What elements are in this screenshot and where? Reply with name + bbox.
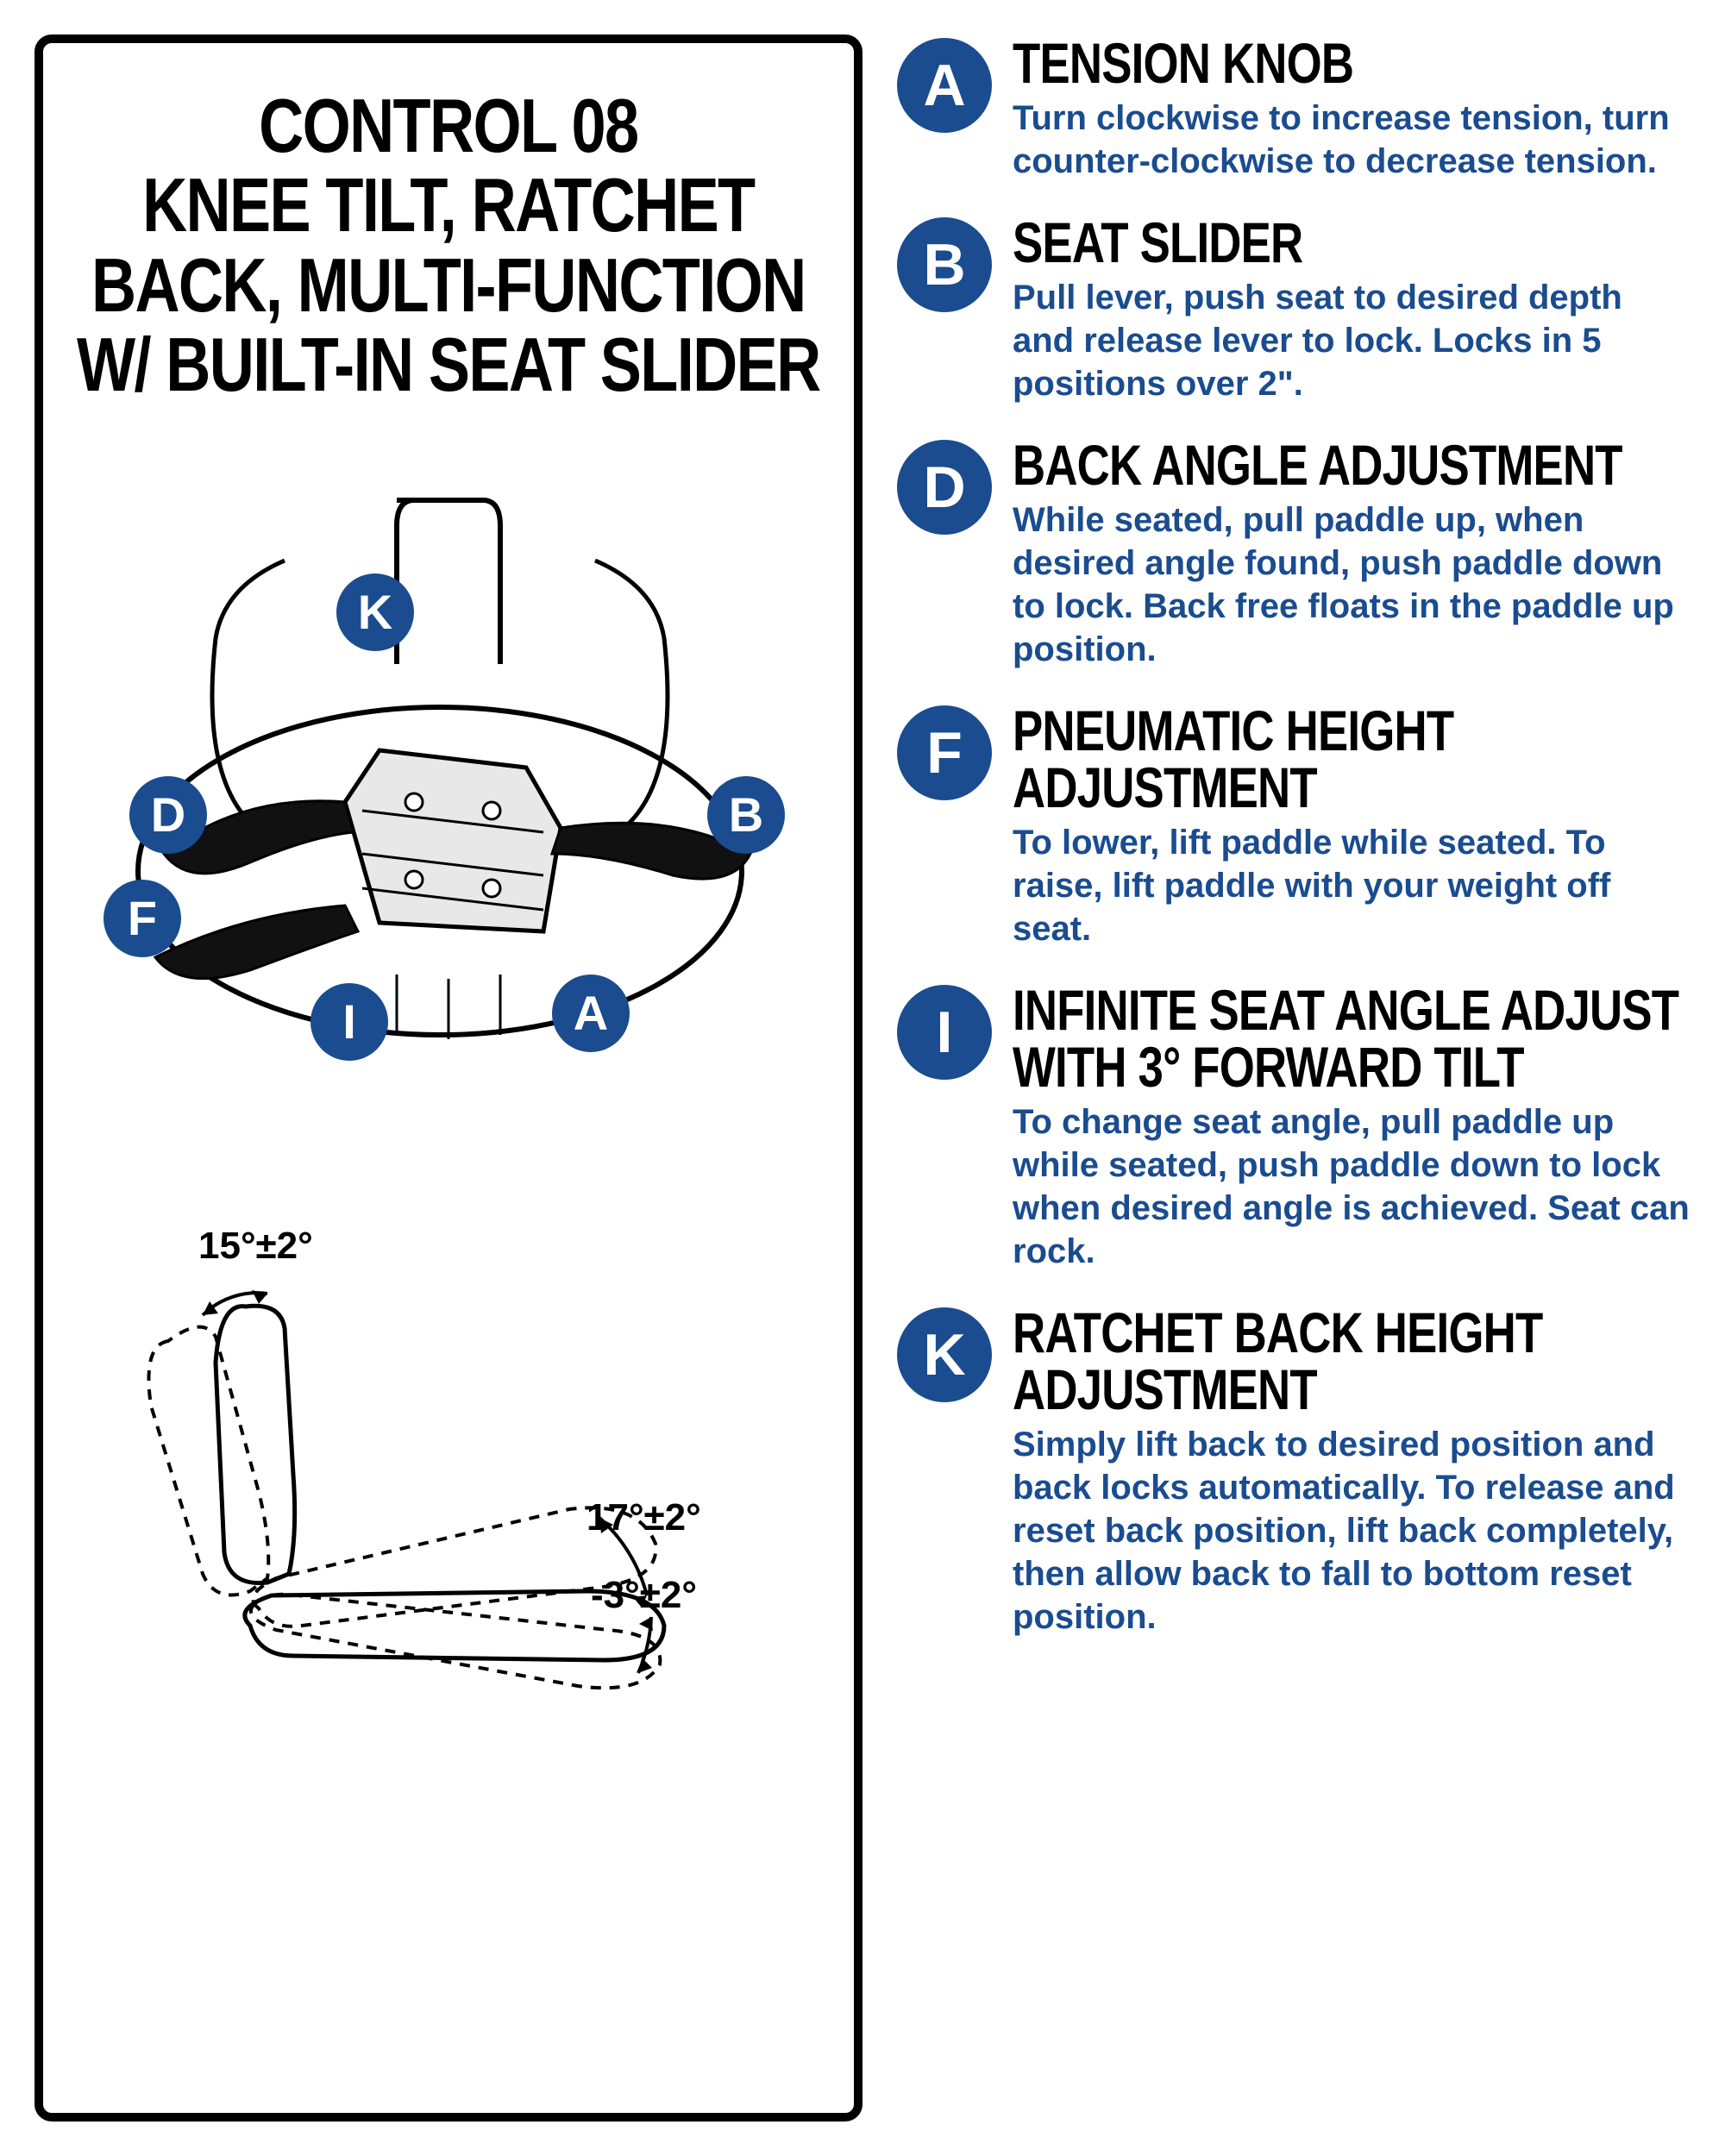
angle-label-back: 15°±2°: [198, 1225, 313, 1268]
callout-i: I: [310, 983, 388, 1061]
item-badge-a: A: [897, 38, 992, 133]
angle-diagram: 15°±2° 17°±2° -3°±2°: [121, 1233, 724, 1716]
item-body: INFINITE SEAT ANGLE ADJUST WITH 3° FORWA…: [1013, 981, 1690, 1273]
item-heading: TENSION KNOB: [1013, 34, 1690, 91]
item-heading: INFINITE SEAT ANGLE ADJUST WITH 3° FORWA…: [1013, 981, 1690, 1095]
item-badge-k: K: [897, 1307, 992, 1402]
main-title: CONTROL 08 KNEE TILT, RATCHET BACK, MULT…: [69, 86, 828, 405]
item-heading: PNEUMATIC HEIGHT ADJUSTMENT: [1013, 702, 1690, 816]
item-heading: RATCHET BACK HEIGHT ADJUSTMENT: [1013, 1304, 1690, 1418]
right-panel: A TENSION KNOB Turn clockwise to increase …: [862, 34, 1690, 2122]
angle-label-seat-down: -3°±2°: [591, 1574, 697, 1617]
callout-k: K: [336, 573, 414, 651]
item-heading: BACK ANGLE ADJUSTMENT: [1013, 436, 1690, 493]
callout-f: F: [104, 880, 181, 957]
item-desc: Turn clockwise to increase tension, turn…: [1013, 97, 1690, 183]
item-k: KRATCHET BACK HEIGHT ADJUSTMENTSimply li…: [897, 1304, 1690, 1639]
item-heading: SEAT SLIDER: [1013, 214, 1690, 271]
item-body: SEAT SLIDERPull lever, push seat to desi…: [1013, 214, 1690, 405]
item-desc: To lower, lift paddle while seated. To r…: [1013, 821, 1690, 950]
item-body: BACK ANGLE ADJUSTMENTWhile seated, pull …: [1013, 436, 1690, 671]
item-d: DBACK ANGLE ADJUSTMENTWhile seated, pull…: [897, 436, 1690, 671]
item-desc: Pull lever, push seat to desired depth a…: [1013, 276, 1690, 405]
title-line-2: KNEE TILT, RATCHET: [69, 166, 828, 245]
item-b: BSEAT SLIDERPull lever, push seat to des…: [897, 214, 1690, 405]
item-a: A TENSION KNOB Turn clockwise to increase …: [897, 34, 1690, 183]
title-line-3: BACK, MULTI-FUNCTION: [69, 246, 828, 325]
item-badge-i: I: [897, 985, 992, 1080]
item-f: FPNEUMATIC HEIGHT ADJUSTMENTTo lower, li…: [897, 702, 1690, 950]
item-desc: Simply lift back to desired position and…: [1013, 1423, 1690, 1639]
title-line-4: W/ BUILT-IN SEAT SLIDER: [69, 325, 828, 404]
item-body: PNEUMATIC HEIGHT ADJUSTMENTTo lower, lif…: [1013, 702, 1690, 950]
left-panel: CONTROL 08 KNEE TILT, RATCHET BACK, MULT…: [34, 34, 862, 2122]
item-desc: To change seat angle, pull paddle up whi…: [1013, 1100, 1690, 1273]
item-badge-d: D: [897, 440, 992, 535]
item-desc: While seated, pull paddle up, when desir…: [1013, 498, 1690, 671]
angle-label-seat-up: 17°±2°: [586, 1496, 701, 1539]
item-badge-f: F: [897, 705, 992, 800]
mechanism-diagram: K D B F I A: [69, 492, 828, 1112]
title-line-1: CONTROL 08: [69, 86, 828, 166]
item-badge-b: B: [897, 217, 992, 312]
angle-svg: [121, 1233, 724, 1716]
callout-b: B: [707, 776, 785, 854]
item-i: IINFINITE SEAT ANGLE ADJUST WITH 3° FORW…: [897, 981, 1690, 1273]
callout-a: A: [552, 975, 630, 1052]
callout-d: D: [129, 776, 207, 854]
item-body: TENSION KNOB Turn clockwise to increase t…: [1013, 34, 1690, 183]
item-body: RATCHET BACK HEIGHT ADJUSTMENTSimply lif…: [1013, 1304, 1690, 1639]
